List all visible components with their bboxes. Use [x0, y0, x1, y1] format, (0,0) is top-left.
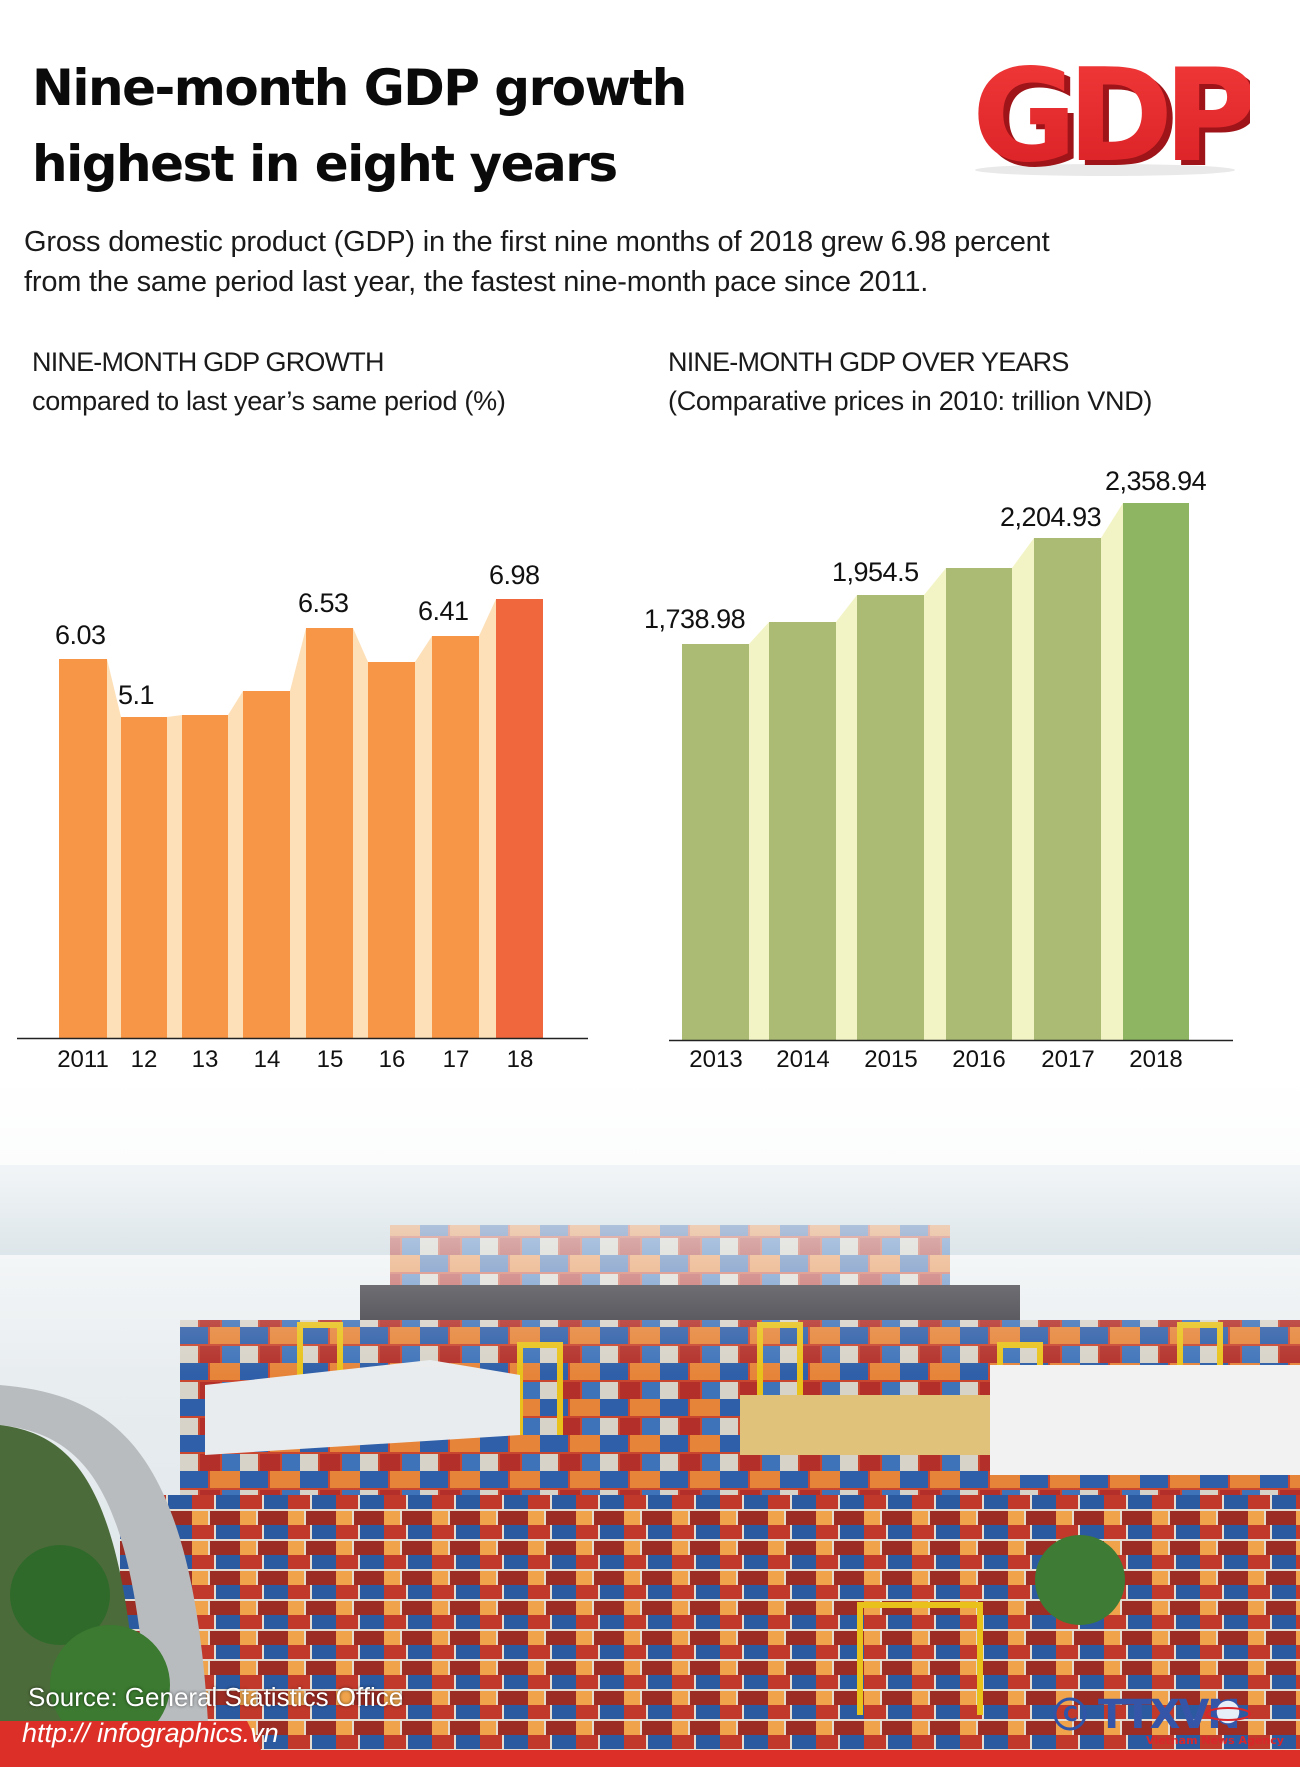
source-text: Source: General Statistics Office [28, 1682, 404, 1712]
gdp-label-2013: 1,738.98 [644, 604, 746, 634]
svg-text:GDP: GDP [972, 42, 1250, 180]
gdp-tick-2018: 2018 [1129, 1046, 1183, 1073]
gdp-label-2018: 2,358.94 [1105, 466, 1207, 496]
growth-chart-title: NINE-MONTH GDP GROWTH [32, 347, 384, 377]
bar-2013 [182, 715, 228, 1038]
title-line-1: Nine-month GDP growth [32, 59, 687, 117]
port-photo [0, 1075, 1300, 1767]
growth-tick-13: 13 [191, 1046, 219, 1073]
growth-label-2018: 6.98 [489, 560, 540, 590]
bar-2017 [432, 636, 479, 1038]
growth-tick-17: 17 [442, 1046, 470, 1073]
intro-line-2: from the same period last year, the fast… [24, 266, 929, 298]
intro-line-1: Gross domestic product (GDP) in the firs… [24, 226, 1050, 258]
footer-strip [0, 1750, 1300, 1767]
gdp-tick-2014: 2014 [776, 1046, 830, 1073]
growth-label-2017: 6.41 [418, 596, 469, 626]
copyright-symbol: C [1063, 1702, 1078, 1726]
growth-tick-14: 14 [253, 1046, 281, 1073]
ttxvn-logo-icon: C TTXVN Vietnam News Agency [1053, 1692, 1284, 1747]
title-line-2: highest in eight years [32, 135, 618, 193]
footer-url-tab [0, 1721, 262, 1752]
gdp-label-2017: 2,204.93 [1000, 502, 1102, 532]
growth-label-2012: 5.1 [118, 680, 155, 710]
growth-tick-2011: 2011 [57, 1046, 109, 1073]
gdp-bars [682, 503, 1189, 1040]
growth-tick-18: 18 [506, 1046, 534, 1073]
bar-2015 [857, 595, 924, 1040]
growth-tick-16: 16 [378, 1046, 406, 1073]
bar-2018 [1123, 503, 1189, 1040]
bar-2016 [368, 662, 415, 1038]
bar-2011 [59, 659, 107, 1038]
growth-bars [59, 599, 543, 1038]
gdp-tick-2017: 2017 [1041, 1046, 1095, 1073]
growth-chart-subtitle: compared to last year’s same period (%) [32, 386, 506, 416]
intro-paragraph: Gross domestic product (GDP) in the firs… [24, 222, 1050, 302]
bar-2014 [769, 622, 836, 1040]
growth-connectors [107, 599, 496, 1038]
gdp-tick-2016: 2016 [952, 1046, 1006, 1073]
photo-fade-overlay [0, 1075, 1300, 1375]
gdp-tick-2015: 2015 [864, 1046, 918, 1073]
gdp-chart-title: NINE-MONTH GDP OVER YEARS [668, 347, 1069, 377]
growth-label-2015: 6.53 [298, 588, 349, 618]
gdp-chart-heading: NINE-MONTH GDP OVER YEARS (Comparative p… [668, 343, 1152, 421]
bar-2015 [306, 628, 353, 1038]
growth-chart-heading: NINE-MONTH GDP GROWTH compared to last y… [32, 343, 506, 421]
gdp-label-2015: 1,954.5 [832, 557, 919, 587]
growth-tick-15: 15 [316, 1046, 344, 1073]
bar-2017 [1034, 538, 1101, 1040]
gdp-connectors [749, 503, 1123, 1040]
page-title: Nine-month GDP growth highest in eight y… [32, 50, 687, 202]
bar-2012 [121, 717, 167, 1038]
bar-2016 [946, 568, 1012, 1040]
growth-tick-12: 12 [130, 1046, 158, 1073]
footer-url-link[interactable]: http:// infographics.vn [22, 1718, 279, 1748]
svg-text:GDP: GDP [978, 47, 1250, 180]
bar-2013 [682, 644, 749, 1040]
gdp-bar-chart [669, 503, 1233, 1042]
bar-2018 [496, 599, 543, 1038]
svg-text:Vietnam News Agency: Vietnam News Agency [1146, 1734, 1284, 1747]
gdp-tick-2013: 2013 [689, 1046, 743, 1073]
globe-icon [1215, 1699, 1241, 1725]
growth-bar-chart [17, 599, 588, 1040]
growth-label-2011: 6.03 [55, 620, 106, 650]
bar-2014 [243, 691, 290, 1038]
gdp-logo-icon: GDP GDP [972, 42, 1250, 180]
gdp-chart-subtitle: (Comparative prices in 2010: trillion VN… [668, 386, 1153, 416]
